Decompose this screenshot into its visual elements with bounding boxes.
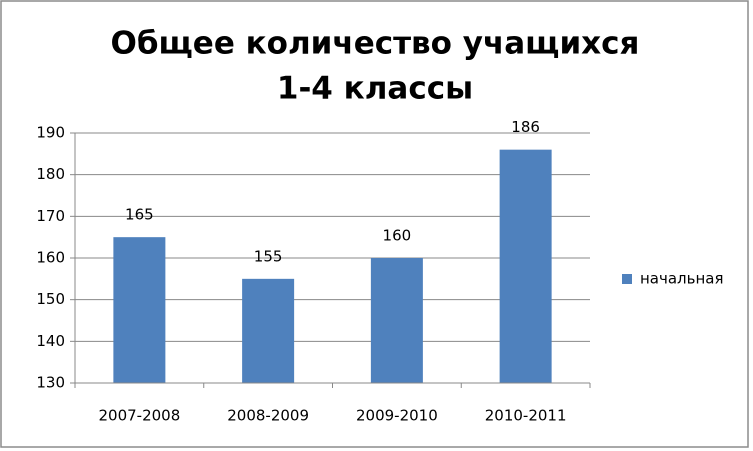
y-tick-label: 170 (36, 207, 65, 225)
bar (242, 278, 295, 383)
y-tick-label: 160 (36, 249, 65, 267)
x-tick-label: 2010-2011 (485, 407, 567, 425)
legend-label: начальная (640, 270, 724, 288)
chart-title: 1-4 классы (277, 71, 473, 107)
data-label: 165 (125, 206, 154, 224)
y-tick-label: 130 (36, 374, 65, 392)
x-tick-label: 2008-2009 (227, 407, 309, 425)
y-tick-label: 150 (36, 290, 65, 308)
data-label: 155 (254, 247, 283, 265)
x-tick-label: 2007-2008 (98, 407, 180, 425)
y-tick-label: 140 (36, 332, 65, 350)
bar (113, 237, 166, 383)
y-tick-label: 190 (36, 124, 65, 142)
legend-swatch (622, 274, 632, 284)
data-label: 160 (383, 227, 412, 245)
y-tick-label: 180 (36, 165, 65, 183)
x-tick-label: 2009-2010 (356, 407, 438, 425)
bar (370, 258, 423, 383)
chart-title: Общее количество учащихся (111, 26, 640, 62)
data-label: 186 (511, 118, 540, 136)
bar (499, 149, 552, 383)
